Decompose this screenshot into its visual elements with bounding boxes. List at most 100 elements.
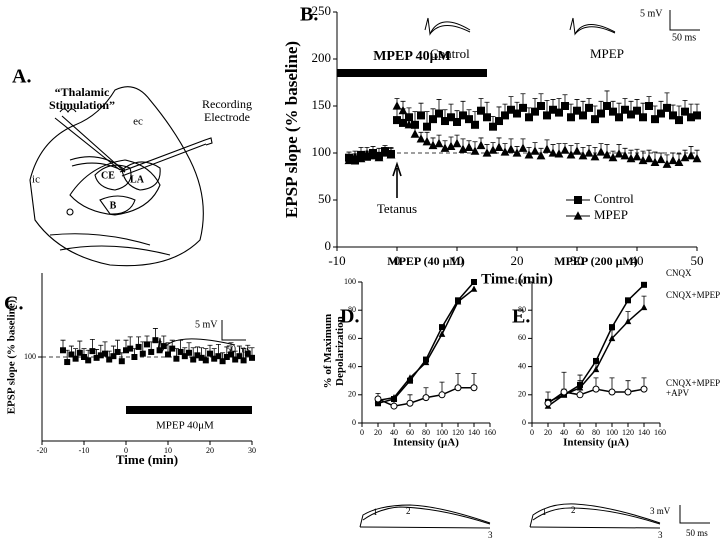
data-point [483, 113, 491, 122]
data-point [686, 151, 696, 160]
data-point [127, 345, 134, 352]
data-point [591, 115, 599, 124]
data-point [465, 115, 473, 124]
data-point [608, 152, 618, 162]
data-point [386, 150, 396, 159]
data-point [477, 106, 485, 115]
data-point [624, 317, 632, 325]
x-axis-label: Intensity (μA) [393, 437, 459, 449]
data-point [454, 384, 462, 392]
data-point [573, 106, 581, 115]
y-axis-label: EPSP slope (% baseline) [6, 299, 18, 414]
y-tick-label: 20 [518, 390, 526, 399]
x-tick-label: 160 [484, 428, 496, 437]
tetanus-arrow [392, 161, 402, 198]
chart-title: MPEP (40 μM) [387, 254, 464, 268]
data-point [597, 109, 605, 118]
trace-label: 3 [488, 530, 493, 540]
series-line [377, 288, 475, 402]
data-point [549, 105, 557, 114]
x-tick-label: 40 [560, 428, 568, 437]
x-tick-label: 10 [451, 253, 464, 268]
data-point [139, 350, 146, 357]
data-point [406, 374, 414, 381]
data-point [471, 120, 479, 129]
x-tick-label: 50 [691, 253, 704, 268]
trace-label: 1 [542, 507, 547, 517]
region-label: ec [133, 116, 143, 128]
data-point [603, 102, 611, 110]
data-point [657, 109, 665, 118]
data-point [596, 147, 606, 156]
data-point [434, 138, 444, 148]
data-point [592, 385, 600, 393]
x-tick-label: 20 [511, 253, 524, 268]
data-point [615, 113, 623, 122]
treatment-bar [337, 69, 487, 77]
data-point [374, 395, 382, 403]
x-tick-label: 60 [406, 428, 414, 437]
data-point [614, 149, 624, 158]
legend-label: CNQX+MPEP [666, 290, 720, 301]
x-tick-label: 20 [544, 428, 552, 437]
data-point [114, 348, 121, 355]
data-point [215, 353, 222, 360]
data-point [375, 400, 381, 407]
data-point [530, 146, 540, 155]
data-point [244, 350, 251, 357]
data-point [543, 111, 551, 120]
x-tick-label: 100 [606, 428, 618, 437]
data-point [429, 115, 437, 124]
data-point [681, 107, 689, 116]
data-point [422, 136, 432, 146]
data-point [85, 357, 92, 364]
x-tick-label: 80 [592, 428, 600, 437]
chart-title: MPEP (200 μM) [554, 254, 637, 268]
data-point [621, 105, 629, 114]
region-label: B [110, 200, 117, 211]
data-point [476, 140, 486, 150]
inset-label: MPEP [590, 46, 624, 61]
amygdala-diagram [29, 86, 213, 267]
data-point [211, 355, 218, 362]
scale-label: 3 mV [650, 506, 671, 516]
data-point [362, 149, 372, 158]
data-point [585, 103, 593, 112]
scale-label: 50 ms [672, 32, 696, 43]
data-point [406, 399, 414, 407]
x-tick-label: 100 [436, 428, 448, 437]
data-point [669, 111, 677, 120]
data-point [118, 358, 125, 365]
data-point [531, 107, 539, 116]
y-tick-label: 80 [518, 305, 526, 314]
data-point [72, 355, 79, 362]
inset-traces [157, 10, 710, 529]
data-point [240, 357, 247, 364]
data-point [417, 111, 425, 120]
data-point [506, 144, 516, 153]
data-point [93, 354, 100, 361]
data-point [106, 356, 113, 363]
data-point [675, 116, 683, 125]
legend-marker [574, 196, 582, 204]
x-tick-label: 40 [631, 253, 644, 268]
data-point [640, 385, 648, 393]
data-point [404, 120, 414, 129]
diagram-label: “Thalamic Stimulation” [48, 85, 115, 113]
data-point [435, 109, 443, 118]
data-point [156, 347, 163, 354]
data-point [123, 347, 129, 354]
data-point [513, 109, 521, 118]
x-tick-label: 30 [248, 446, 256, 455]
data-point [148, 348, 155, 355]
data-point [470, 384, 478, 392]
data-point [68, 351, 75, 358]
y-axis-label: EPSP slope (% baseline) [282, 41, 301, 218]
data-point [102, 350, 108, 357]
data-point [590, 151, 600, 161]
data-point [422, 358, 430, 366]
data-point [507, 105, 515, 114]
legend-label: MPEP [594, 207, 628, 222]
data-point [76, 349, 83, 356]
